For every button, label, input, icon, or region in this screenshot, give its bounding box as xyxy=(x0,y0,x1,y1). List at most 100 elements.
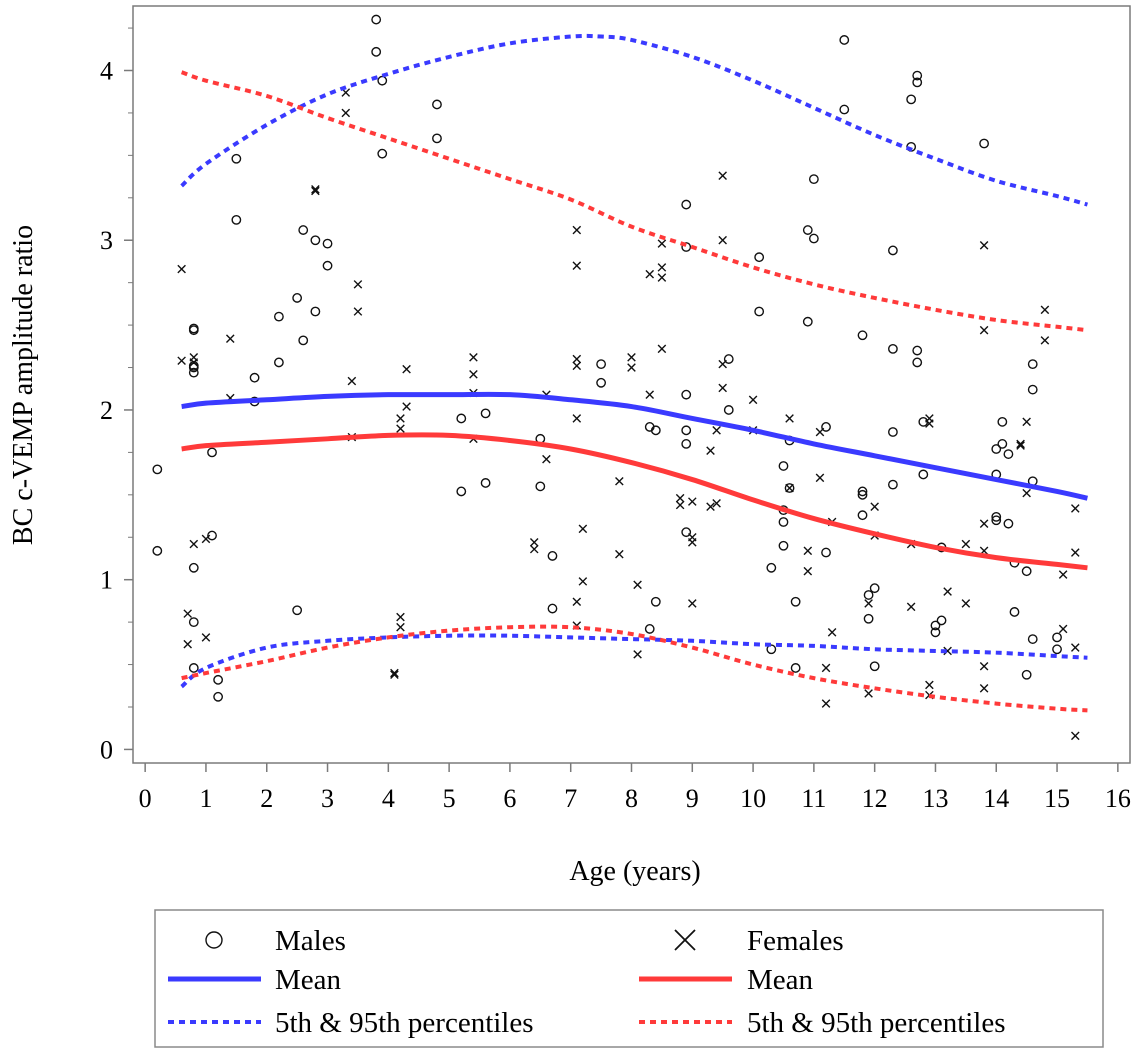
cross-stroke xyxy=(815,427,825,437)
male-point xyxy=(377,148,388,159)
female-point xyxy=(347,376,357,386)
male-point xyxy=(912,357,923,368)
female-point xyxy=(961,599,971,608)
male-point xyxy=(547,551,558,561)
cross-stroke xyxy=(657,344,667,354)
males-5th-percentile-line xyxy=(180,633,1088,689)
female-point xyxy=(633,580,642,590)
legend-label: Mean xyxy=(747,964,814,996)
cross-stroke xyxy=(657,239,667,248)
male-point xyxy=(292,293,303,303)
cross-stroke xyxy=(633,650,642,659)
male-point xyxy=(188,663,199,673)
x-tick-label: 3 xyxy=(321,784,334,813)
female-point xyxy=(979,661,989,671)
male-point xyxy=(298,335,309,346)
female-point xyxy=(1070,731,1080,741)
x-tick-label: 10 xyxy=(740,784,766,813)
female-point xyxy=(675,493,685,503)
female-point xyxy=(718,359,727,369)
females-mean-line xyxy=(181,432,1088,571)
male-point xyxy=(681,389,692,400)
male-point xyxy=(322,238,333,249)
cross-stroke xyxy=(657,273,667,282)
males-mean-line xyxy=(181,391,1088,501)
cross-stroke xyxy=(1016,439,1025,449)
female-point xyxy=(201,534,211,544)
male-point xyxy=(292,605,303,616)
female-point xyxy=(706,446,715,455)
female-point xyxy=(189,539,199,549)
cross-stroke xyxy=(943,587,952,596)
male-point xyxy=(778,461,789,471)
male-point xyxy=(863,590,874,600)
male-point xyxy=(650,596,661,607)
male-point xyxy=(790,596,801,607)
female-point xyxy=(627,353,636,362)
x-tick-label: 9 xyxy=(686,784,699,813)
male-point xyxy=(979,138,989,149)
cross-stroke xyxy=(712,426,721,435)
male-point xyxy=(213,691,224,702)
male-point xyxy=(681,527,692,538)
female-point xyxy=(572,597,582,607)
male-point xyxy=(1027,359,1038,370)
cross-stroke xyxy=(706,502,715,512)
legend-label: Mean xyxy=(275,964,342,996)
female-point xyxy=(578,524,588,534)
male-point xyxy=(432,133,442,144)
female-point xyxy=(706,502,715,512)
male-point xyxy=(869,661,880,672)
male-point xyxy=(188,367,199,378)
cross-stroke xyxy=(572,225,582,235)
female-point xyxy=(402,402,411,411)
y-tick-label: 1 xyxy=(100,566,113,595)
cross-stroke xyxy=(627,353,636,362)
cross-stroke xyxy=(347,376,357,386)
cross-stroke xyxy=(189,539,199,549)
male-point xyxy=(456,486,467,497)
cross-stroke xyxy=(542,454,551,464)
male-point xyxy=(991,511,1002,522)
cross-stroke xyxy=(627,363,636,372)
legend: Males Females Mean Mean 5th & 95th percentil… xyxy=(168,925,1006,1039)
male-point xyxy=(857,489,868,500)
legend-label: 5th & 95th percentiles xyxy=(747,1007,1006,1039)
cross-stroke xyxy=(396,612,405,622)
male-point xyxy=(1052,632,1062,643)
male-point xyxy=(322,260,333,271)
y-tick-label: 0 xyxy=(100,735,113,764)
cross-stroke xyxy=(979,325,989,335)
female-point xyxy=(645,390,655,399)
cross-stroke xyxy=(396,622,405,632)
cross-stroke xyxy=(578,577,588,586)
cross-stroke xyxy=(803,566,813,576)
male-point xyxy=(906,94,917,105)
male-point xyxy=(991,444,1002,454)
cross-stroke xyxy=(396,424,405,433)
female-point xyxy=(402,364,411,374)
cross-stroke xyxy=(1070,731,1080,741)
female-point xyxy=(821,699,831,708)
female-point xyxy=(311,186,320,196)
male-point xyxy=(888,245,898,256)
male-point xyxy=(1003,518,1014,529)
cross-stroke xyxy=(718,171,727,181)
cross-stroke xyxy=(864,689,873,698)
male-point xyxy=(930,620,941,631)
cross-stroke xyxy=(201,633,211,642)
legend-frame xyxy=(154,909,1104,1048)
male-point xyxy=(888,427,898,437)
female-point xyxy=(712,426,721,435)
cross-stroke xyxy=(311,185,320,194)
cross-stroke xyxy=(675,493,685,503)
male-point xyxy=(207,530,217,541)
male-point xyxy=(1027,384,1038,395)
male-point xyxy=(249,372,260,383)
male-point xyxy=(188,325,199,336)
female-point xyxy=(657,273,667,282)
cross-stroke xyxy=(341,88,351,97)
legend-cross-symbol xyxy=(674,929,696,951)
cross-stroke xyxy=(396,414,405,423)
x-tick-label: 12 xyxy=(862,784,888,813)
